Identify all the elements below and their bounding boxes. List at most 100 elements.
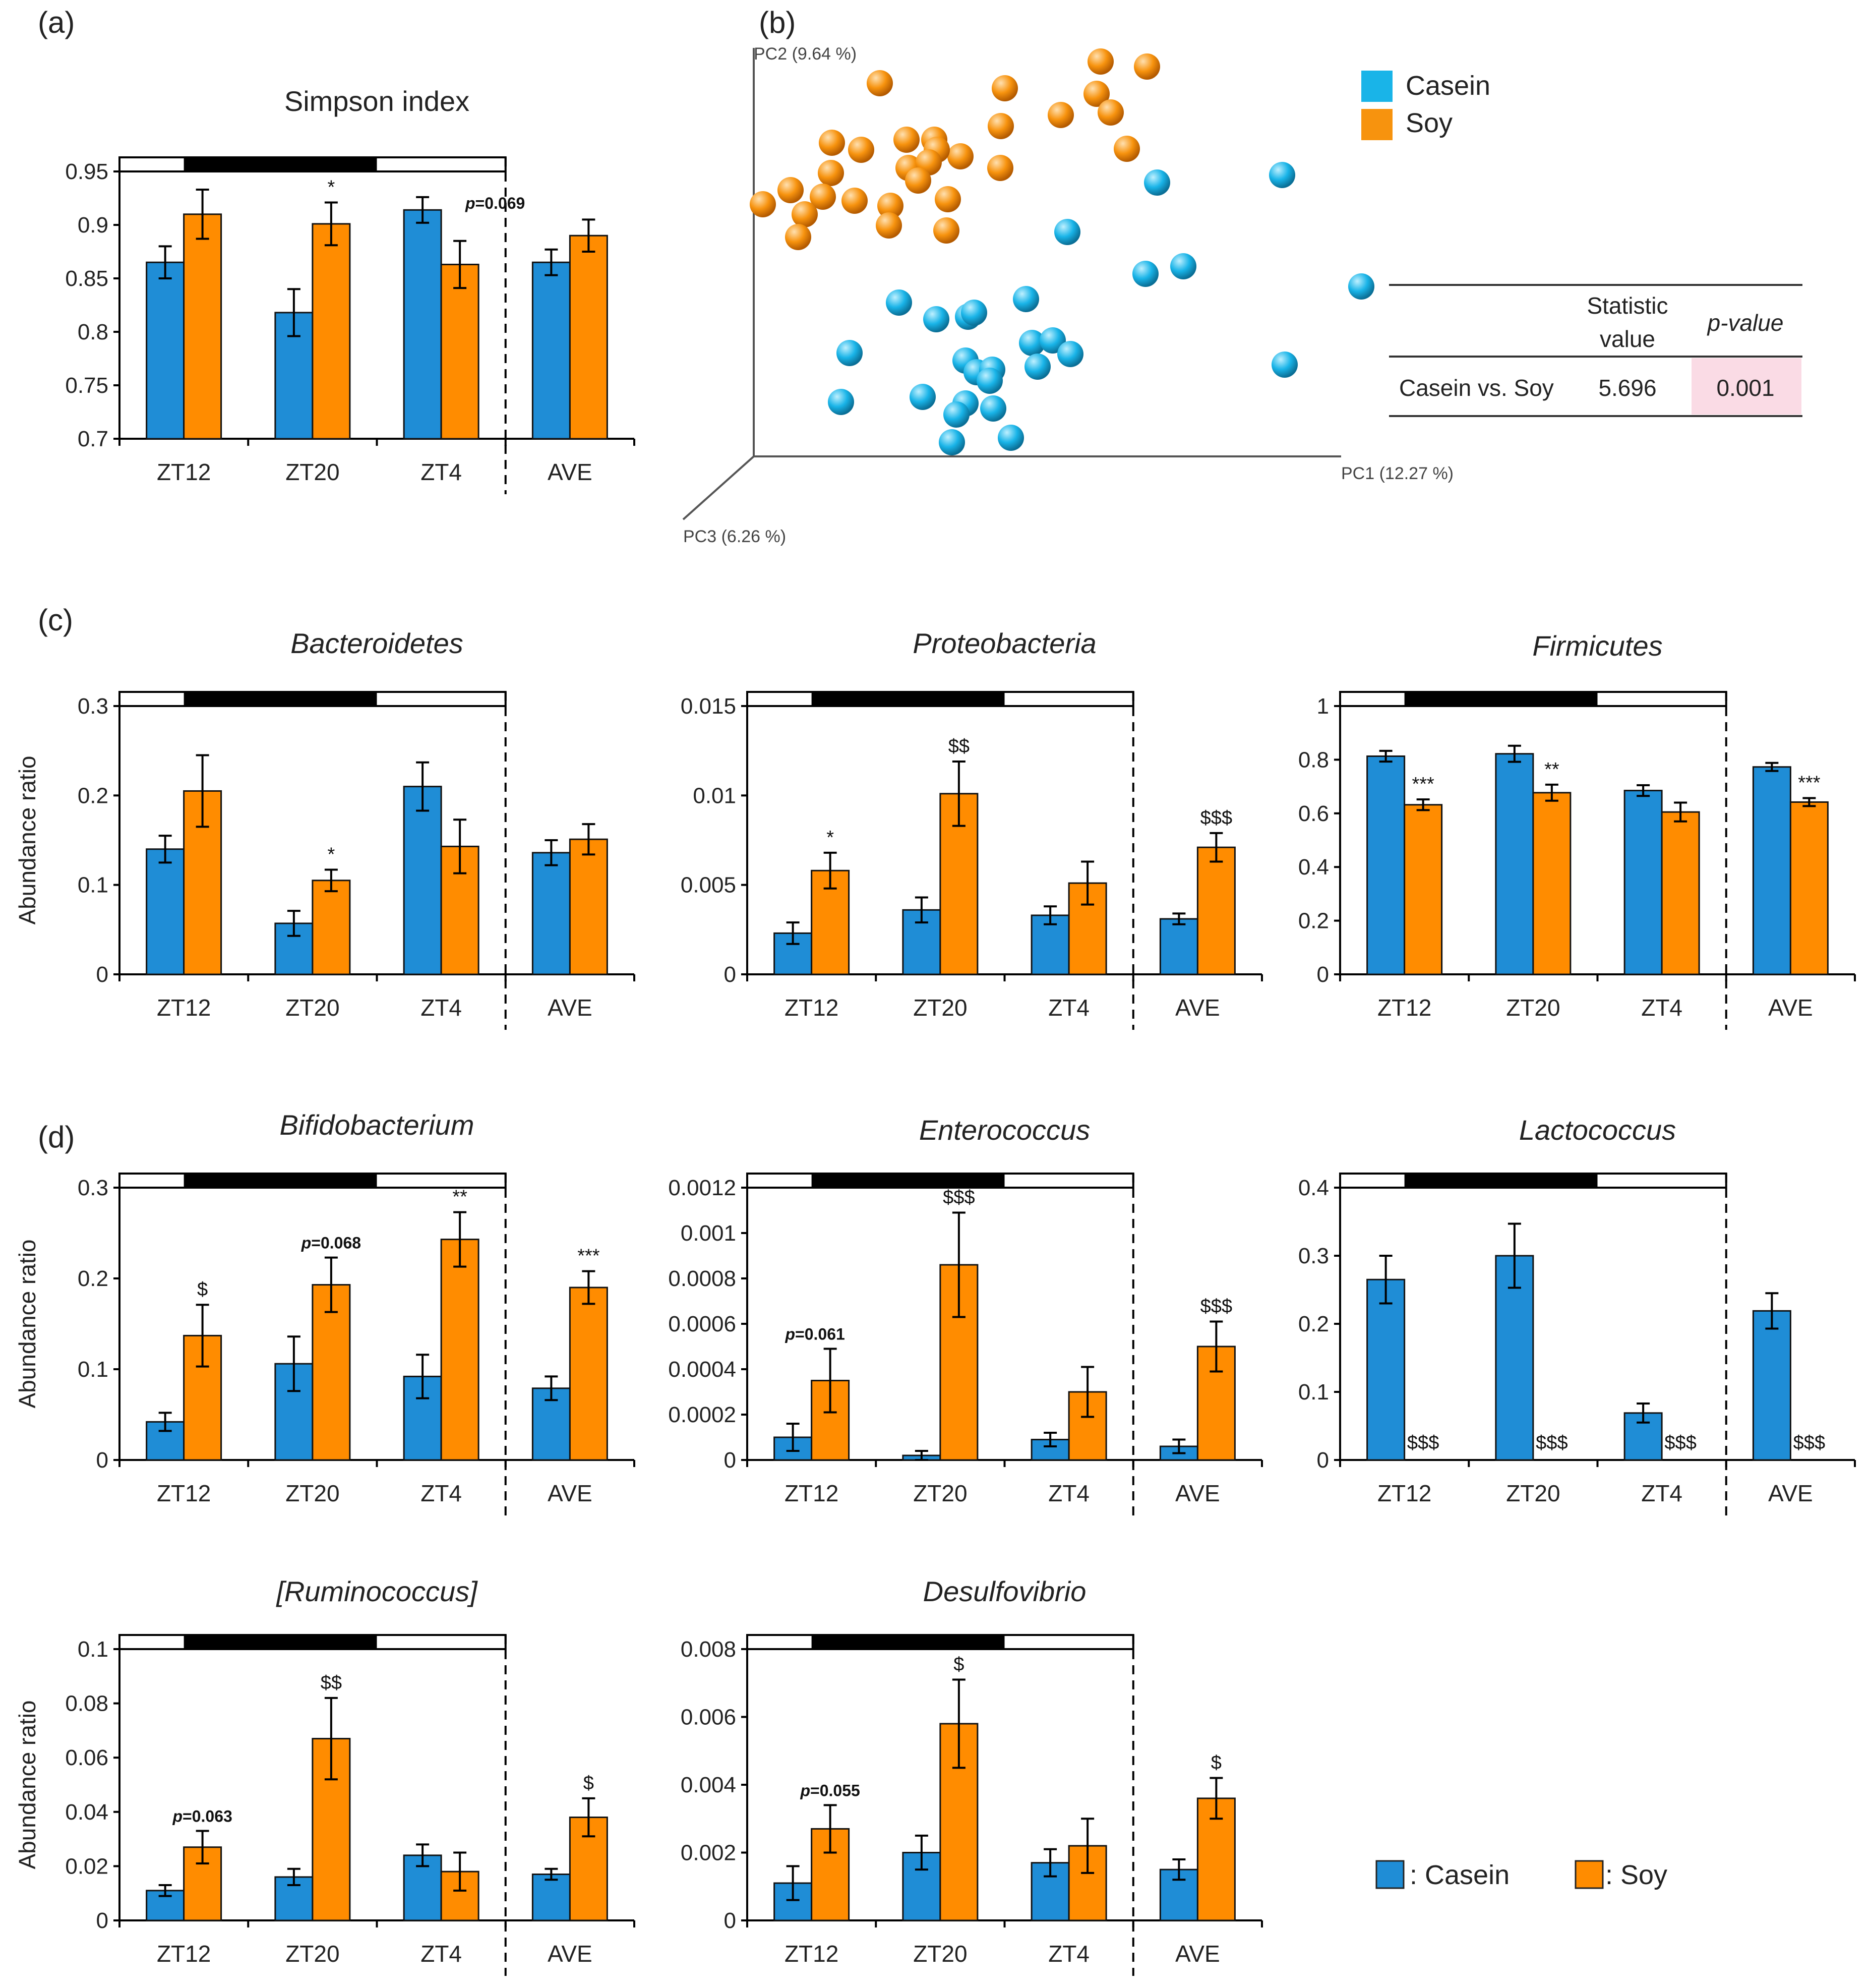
panel-label-c: (c)	[38, 603, 73, 637]
pca-point-soy	[785, 224, 811, 250]
error-bar	[1044, 1432, 1057, 1447]
pca-point-soy	[792, 201, 818, 227]
y-tick-label: 0.008	[681, 1637, 736, 1662]
bottom-legend: : Casein : Soy	[1375, 1860, 1667, 1890]
bar-casein	[1752, 1310, 1791, 1461]
error-bar	[287, 1867, 300, 1887]
x-tick-label: ZT12	[785, 1480, 838, 1506]
x-tick-label: ZT20	[285, 1941, 339, 1967]
x-tick-label: ZT4	[1048, 995, 1090, 1021]
y-tick-label: 0.006	[681, 1705, 736, 1730]
error-bar	[1507, 744, 1521, 763]
y-tick-label: 1	[1317, 694, 1329, 719]
bar-soy	[1068, 1391, 1107, 1461]
bar-casein	[146, 261, 185, 440]
significance-label: ***	[1412, 774, 1434, 795]
y-tick-label: 0.8	[1298, 747, 1329, 772]
light-dark-bar	[118, 1173, 507, 1189]
bar-soy	[1404, 804, 1443, 975]
error-bar	[416, 1843, 430, 1867]
pca-point-casein	[943, 401, 970, 428]
significance-label: $$$	[1200, 1296, 1232, 1317]
chart-title: [Ruminococcus]	[275, 1575, 478, 1607]
y-tick-label: 0	[1317, 1448, 1329, 1473]
pca-point-casein	[1144, 169, 1170, 196]
y-tick-label: 0.005	[681, 873, 736, 898]
error-bar	[1172, 912, 1186, 925]
error-bar	[158, 835, 172, 864]
chart-title: Firmicutes	[1532, 630, 1662, 662]
bar-casein	[1623, 790, 1663, 975]
error-bar	[158, 1884, 172, 1897]
pca-point-soy	[876, 212, 902, 239]
error-bar	[582, 823, 595, 856]
dark-phase	[1404, 692, 1598, 706]
bar-casein	[146, 848, 185, 975]
pca-point-casein	[1348, 273, 1374, 300]
pca-point-soy	[750, 191, 776, 217]
error-bar	[545, 248, 558, 276]
x-tick-label: AVE	[1768, 995, 1813, 1021]
x-tick-label: ZT12	[785, 1941, 838, 1967]
bar-casein	[531, 261, 571, 440]
stats-table: Statistic value p-value Casein vs. Soy 5…	[1389, 284, 1802, 417]
chart-title: Simpson index	[284, 85, 469, 117]
pca-point-casein	[1269, 162, 1295, 188]
x-tick-label: ZT20	[913, 995, 967, 1021]
chart-firmicutes: Firmicutes 0 0.2 0.4 0.6 0.8 1 ZT12 ZT20 ZT4 AVE **…	[1298, 630, 1856, 1030]
bar-soy	[440, 1239, 479, 1461]
error-bar	[915, 896, 928, 924]
x-tick-label: ZT4	[1048, 1480, 1090, 1506]
legend-label-soy: Soy	[1406, 108, 1453, 138]
pca-axis-label-pc2: PC2 (9.64 %)	[754, 44, 857, 64]
y-tick-label: 0	[724, 1448, 736, 1473]
significance-label: **	[1544, 759, 1559, 780]
table-row-label: Casein vs. Soy	[1399, 375, 1554, 401]
table-header-pvalue: p-value	[1707, 310, 1784, 336]
light-dark-bar	[118, 1634, 507, 1650]
dark-phase	[184, 1174, 377, 1188]
chart-title: Enterococcus	[919, 1114, 1090, 1146]
bar-casein	[1159, 918, 1198, 975]
significance-label: **	[452, 1187, 467, 1208]
legend-label-casein-bottom: : Casein	[1410, 1860, 1510, 1890]
y-tick-label: 0.08	[65, 1691, 108, 1716]
y-tick-label: 0.1	[1298, 1380, 1329, 1405]
pca-point-casein	[961, 300, 987, 326]
pvalue-highlight	[1692, 358, 1801, 415]
error-bar	[1210, 1777, 1223, 1820]
light-dark-bar	[118, 156, 507, 172]
chart-lactococcus: Lactococcus 0 0.1 0.2 0.3 0.4 ZT12 ZT20 ZT4 AVE $$…	[1298, 1114, 1856, 1515]
error-bar	[1637, 1402, 1650, 1424]
bar-soy	[183, 213, 222, 440]
pca-point-soy	[935, 186, 961, 212]
error-bar	[1416, 798, 1430, 811]
pca-point-soy	[818, 160, 844, 186]
light-dark-bar	[746, 1634, 1134, 1650]
pca-point-casein	[939, 429, 965, 455]
error-bar	[545, 839, 558, 866]
panel-label-b: (b)	[759, 6, 796, 39]
legend-swatch-casein	[1361, 71, 1393, 102]
significance-label: ***	[1798, 772, 1821, 793]
error-bar	[158, 245, 172, 279]
x-tick-label: AVE	[1768, 1480, 1813, 1506]
x-tick-label: ZT20	[285, 1480, 339, 1506]
error-bar	[196, 189, 209, 240]
error-bar	[1210, 1320, 1223, 1373]
error-bar	[1765, 762, 1779, 772]
x-tick-label: ZT20	[913, 1480, 967, 1506]
y-tick-label: 0.0006	[668, 1312, 736, 1336]
significance-label: p=0.063	[172, 1807, 232, 1825]
y-tick-label: 0	[724, 1908, 736, 1933]
y-tick-label: 0.004	[681, 1773, 736, 1797]
bar-soy	[1532, 792, 1572, 975]
pca-point-soy	[1088, 48, 1114, 75]
x-tick-label: ZT12	[157, 1941, 211, 1967]
error-bar	[453, 818, 467, 874]
pca-point-soy	[841, 188, 868, 214]
y-tick-label: 0.9	[78, 213, 108, 238]
pca-point-soy	[992, 75, 1018, 101]
dark-phase	[184, 1635, 377, 1649]
